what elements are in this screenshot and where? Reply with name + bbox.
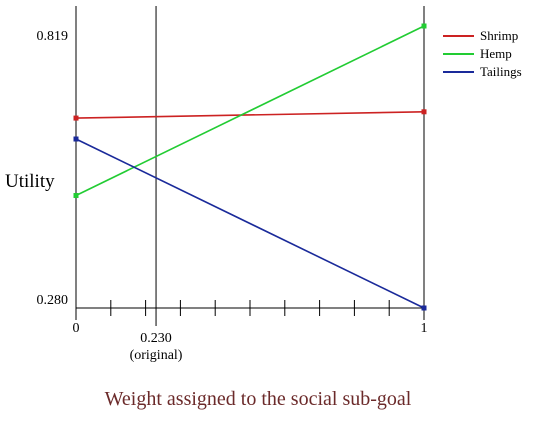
series-point-shrimp-end (421, 109, 427, 115)
series-point-tailings-end (421, 305, 427, 311)
reference-line-sublabel: (original) (130, 348, 183, 363)
series-layer (73, 23, 427, 311)
x-axis-title: Weight assigned to the social sub-goal (105, 388, 412, 410)
series-line-shrimp (75, 111, 425, 119)
series-point-shrimp-start (73, 115, 79, 121)
series-point-tailings-start (73, 136, 79, 142)
legend-label-shrimp: Shrimp (480, 28, 518, 43)
series-point-hemp-end (421, 23, 427, 29)
reference-line-label: 0.230 (140, 331, 172, 346)
x-tick-label-start: 0 (73, 321, 80, 336)
y-tick-label-top: 0.819 (37, 29, 69, 44)
y-axis-title: Utility (5, 171, 55, 192)
legend-label-tailings: Tailings (480, 64, 522, 79)
legend: Shrimp Hemp Tailings (443, 28, 522, 79)
x-tick-label-end: 1 (421, 321, 428, 336)
series-point-hemp-start (73, 193, 79, 199)
y-tick-label-bottom: 0.280 (37, 293, 69, 308)
series-line-tailings (75, 138, 425, 309)
series-line-hemp (75, 25, 425, 197)
legend-label-hemp: Hemp (480, 46, 512, 61)
x-minor-ticks (75, 300, 390, 320)
